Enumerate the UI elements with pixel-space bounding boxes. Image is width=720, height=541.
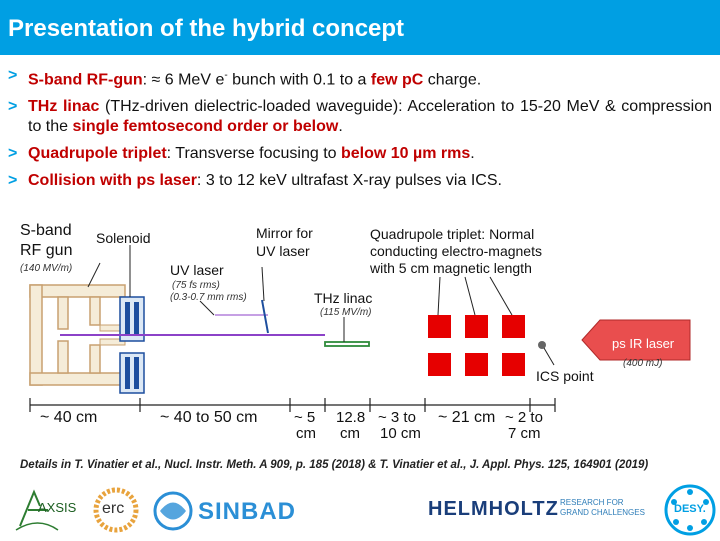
erc-text: erc — [102, 500, 125, 517]
helmholtz-logo: HELMHOLTZ — [428, 498, 559, 521]
bullet-text: charge. — [423, 71, 482, 89]
thz-linac-label: THz linac — [314, 290, 372, 306]
bullet-text: . — [338, 118, 343, 136]
sinbad-logo: SINBAD — [152, 490, 295, 537]
desy-logo: DESY. — [664, 484, 716, 536]
axsis-mark-icon — [15, 489, 59, 531]
label-pointers — [87, 245, 555, 366]
bullet-text: (THz-driven dielectric-loaded waveguide)… — [28, 98, 712, 136]
quad-label-1: Quadrupole triplet: Normal — [370, 226, 534, 242]
sinbad-text: SINBAD — [198, 498, 297, 525]
bullet-highlight: below 10 µm rms — [340, 145, 471, 163]
bullet-lead: Collision with ps laser — [28, 172, 197, 190]
laser-label: ps IR laser — [612, 336, 675, 351]
bullet-highlight: few pC — [370, 71, 424, 89]
dim-label: cm — [296, 425, 316, 442]
bullet-item: > Collision with ps laser: 3 to 12 keV u… — [8, 171, 712, 191]
axsis-text: AXSIS — [38, 500, 77, 515]
laser-energy-label: (400 mJ) — [623, 358, 662, 369]
bullet-text: bunch with 0.1 to a — [227, 71, 371, 89]
dim-label: ~ 2 to — [505, 409, 543, 426]
reference-footnote: Details in T. Vinatier et al., Nucl. Ins… — [20, 459, 649, 471]
uv-pulse-label: (75 fs rms) — [172, 280, 220, 291]
quad-label-2: conducting electro-magnets — [370, 243, 542, 259]
quad-label-3: with 5 cm magnetic length — [369, 260, 532, 276]
bullet-lead: Quadrupole triplet — [28, 145, 167, 163]
bullet-item: > THz linac (THz-driven dielectric-loade… — [8, 97, 712, 137]
desy-text: DESY. — [674, 503, 706, 515]
ps-ir-laser-arrow — [581, 319, 691, 361]
solenoid-label: Solenoid — [96, 230, 151, 246]
helmholtz-tagline-1: RESEARCH FOR — [560, 498, 624, 507]
dim-label: cm — [340, 425, 360, 442]
bullet-text: : 3 to 12 keV ultrafast X-ray pulses via… — [196, 172, 502, 190]
dim-label: ~ 40 to 50 cm — [160, 409, 257, 426]
dim-label: 10 cm — [380, 425, 421, 442]
bullet-lead: S-band RF-gun — [28, 71, 143, 89]
beamline-diagram: ps IR laser (400 mJ) S-band RF gun (140 … — [20, 222, 691, 442]
rf-gun — [29, 284, 126, 386]
title-bar: Presentation of the hybrid concept — [0, 0, 720, 55]
bullet-arrow-icon: > — [8, 98, 18, 116]
dim-label: ~ 40 cm — [40, 409, 97, 426]
mirror-label-2: UV laser — [256, 243, 310, 259]
helmholtz-tagline: RESEARCH FOR GRAND CHALLENGES — [560, 498, 645, 518]
gun-label-1: S-band — [20, 222, 72, 239]
ics-point-marker — [538, 341, 546, 349]
thz-field-label: (115 MV/m) — [320, 307, 372, 318]
dim-label: ~ 3 to — [378, 409, 416, 426]
dim-label: ~ 21 cm — [438, 409, 495, 426]
dim-label: 12.8 — [336, 409, 365, 426]
bullet-sup: - — [224, 70, 228, 81]
ics-point-label: ICS point — [536, 368, 594, 384]
helmholtz-text: HELMHOLTZ — [428, 498, 559, 520]
bullet-highlight: single femtosecond order or below — [72, 118, 339, 136]
solenoid — [119, 296, 145, 394]
bullet-item: > Quadrupole triplet: Transverse focusin… — [8, 144, 712, 164]
desy-dots-icon — [664, 484, 716, 536]
sinbad-swirl-icon — [153, 491, 193, 531]
uv-laser-label: UV laser — [170, 262, 224, 278]
uv-size-label: (0.3-0.7 mm rms) — [170, 292, 247, 303]
bullet-text: . — [470, 145, 475, 163]
bullet-text: : Transverse focusing to — [166, 145, 341, 163]
dim-label: ~ 5 — [294, 409, 315, 426]
quadrupole-triplet — [428, 315, 525, 376]
erc-logo: erc — [92, 486, 140, 534]
bullet-arrow-icon: > — [8, 67, 18, 84]
axsis-logo: AXSIS — [14, 486, 80, 537]
erc-ring-icon — [93, 487, 139, 533]
gun-label-2: RF gun — [20, 242, 72, 259]
thz-linac — [324, 341, 370, 347]
logo-bar: AXSIS erc SINBAD HELMHOLTZ RESEARCH FOR … — [0, 482, 720, 540]
helmholtz-tagline-2: GRAND CHALLENGES — [560, 508, 645, 517]
bullet-item: > S-band RF-gun: ≈ 6 MeV e- bunch with 0… — [8, 66, 712, 90]
dim-label: 7 cm — [508, 425, 541, 442]
bullet-list: > S-band RF-gun: ≈ 6 MeV e- bunch with 0… — [8, 66, 712, 198]
bullet-arrow-icon: > — [8, 145, 18, 163]
page-title: Presentation of the hybrid concept — [8, 15, 405, 42]
bullet-text: : ≈ 6 MeV e — [142, 71, 225, 89]
bullet-lead: THz linac — [28, 98, 100, 116]
gun-field-label: (140 MV/m) — [20, 263, 72, 274]
bullet-arrow-icon: > — [8, 172, 18, 190]
dimension-lines — [29, 398, 556, 412]
uv-mirror — [261, 299, 269, 334]
mirror-label-1: Mirror for — [256, 225, 313, 241]
